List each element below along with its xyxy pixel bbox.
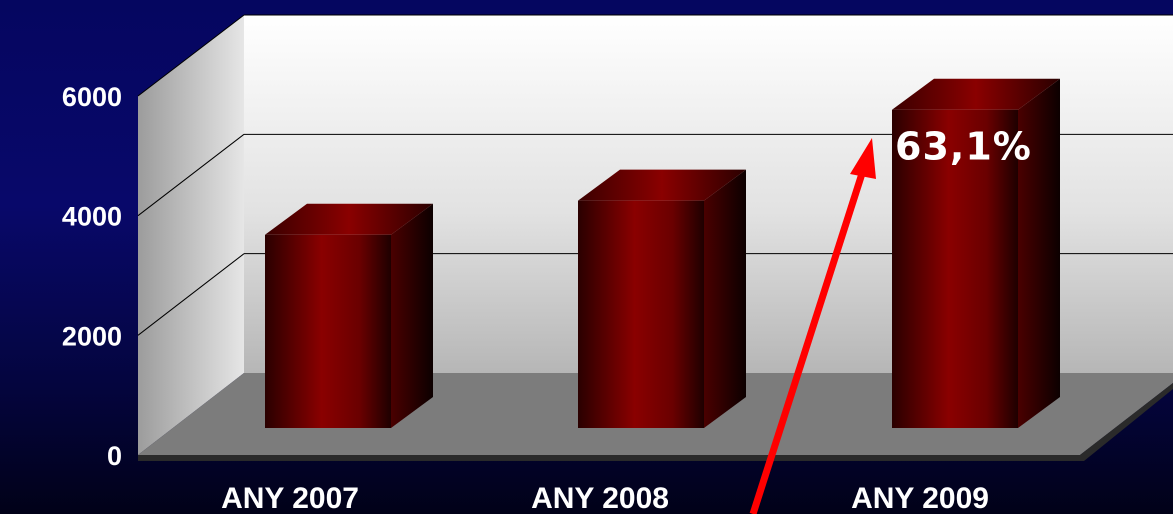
bar-side <box>1018 78 1060 428</box>
bar-top <box>578 169 746 201</box>
bar-side <box>704 169 746 428</box>
bar <box>265 203 433 428</box>
x-tick-label: ANY 2007 <box>221 482 359 514</box>
annotation: 63,1% <box>749 125 1032 514</box>
bar-side <box>391 203 433 428</box>
bar <box>892 78 1060 428</box>
bar-top <box>892 78 1060 110</box>
y-axis-ticks: 0 2000 4000 6000 <box>62 82 122 471</box>
y-tick-label: 0 <box>107 441 122 471</box>
bar-top <box>265 203 433 235</box>
side-wall <box>138 15 244 455</box>
annotation-label: 63,1% <box>895 125 1032 169</box>
gridline-diagonal <box>137 14 245 97</box>
bars <box>265 78 1060 428</box>
x-axis-labels: ANY 2007 ANY 2008 ANY 2009 <box>221 482 989 514</box>
x-tick-label: ANY 2009 <box>851 482 989 514</box>
arrow-head-icon <box>850 138 876 179</box>
bar-front <box>265 234 391 428</box>
y-tick-label: 4000 <box>62 202 122 232</box>
x-tick-label: ANY 2008 <box>531 482 669 514</box>
y-tick-label: 6000 <box>62 82 122 112</box>
y-tick-label: 2000 <box>62 321 122 351</box>
bar-front <box>892 109 1018 428</box>
gridline-diagonal <box>137 253 245 336</box>
arrow-shaft <box>749 156 871 514</box>
bar-front <box>578 200 704 428</box>
bar <box>578 169 746 428</box>
gridline-diagonal <box>137 133 245 217</box>
